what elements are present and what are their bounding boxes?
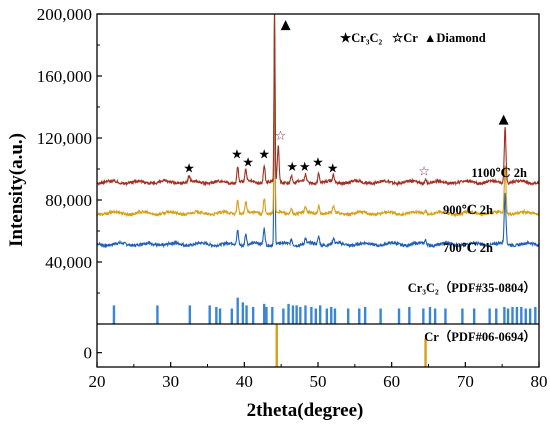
peak-markers-layer: ★★★★▲☆★ ★ ★ ★ ☆▲: [183, 17, 508, 179]
x-axis-label: 2theta(degree): [247, 400, 364, 421]
cr3c2-peak-marker: ★: [286, 160, 298, 175]
x-tick-label: 50: [310, 372, 327, 391]
series-label-1100: 1100℃ 2h: [471, 166, 527, 180]
cr3c2-peak-marker: ★: [299, 160, 311, 175]
x-tick-label: 20: [89, 372, 106, 391]
cr3c2-peak-marker: ★: [183, 161, 195, 176]
text-layer: 2theta(degree) Intensity(a.u.) ★Cr₃C₂ ☆C…: [6, 31, 536, 421]
cr-peak-marker: ☆: [275, 129, 287, 144]
cr3c2-peak-marker: ★: [258, 148, 270, 163]
diamond-peak-marker: ▲: [499, 112, 509, 127]
legend-cr3c2: ★Cr₃C₂: [340, 31, 383, 45]
reference-lines-layer: [112, 297, 537, 367]
x-tick-label: 40: [236, 372, 253, 391]
y-tick-label: 80,000: [45, 191, 92, 210]
diamond-peak-marker: ▲: [281, 17, 291, 32]
legend-cr: ☆Cr: [392, 31, 418, 45]
y-axis-label: Intensity(a.u.): [6, 133, 27, 247]
x-tick-label: 60: [383, 372, 400, 391]
legend-diamond: ▲Diamond: [424, 31, 486, 45]
cr3c2-peak-marker: ★: [231, 148, 243, 163]
x-tick-label: 70: [457, 372, 474, 391]
x-tick-label: 80: [531, 372, 548, 391]
x-tick-label: 30: [162, 372, 179, 391]
pattern-700c: [97, 14, 539, 249]
ticks-layer: 20 30 40 50 60 70 80 40,000 80,000 120,000 160,000…: [37, 5, 548, 391]
plot-frame: [96, 13, 540, 368]
cr3c2-peak-marker: ★: [242, 155, 254, 170]
pattern-900c: [97, 14, 539, 218]
y-tick-label: 160,000: [37, 67, 92, 86]
series-layer: [97, 14, 539, 249]
cr3c2-peak-marker: ★: [312, 155, 324, 170]
pattern-1100c: [97, 14, 539, 187]
series-label-900: 900℃ 2h: [443, 203, 493, 217]
y-tick-label: 200,000: [37, 5, 92, 24]
lower-y-tick-label: 0: [84, 344, 93, 363]
y-tick-label: 120,000: [37, 129, 92, 148]
reference-label-cr3c2: Cr₃C₂（PDF#35-0804）: [408, 280, 536, 295]
axes-frame: [96, 13, 540, 368]
y-tick-label: 40,000: [45, 253, 92, 272]
cr-peak-marker: ☆: [418, 165, 430, 180]
cr3c2-peak-marker: ★: [327, 161, 339, 176]
reference-label-cr: Cr（PDF#06-0694）: [424, 329, 536, 344]
series-label-700: 700℃ 2h: [443, 241, 493, 255]
